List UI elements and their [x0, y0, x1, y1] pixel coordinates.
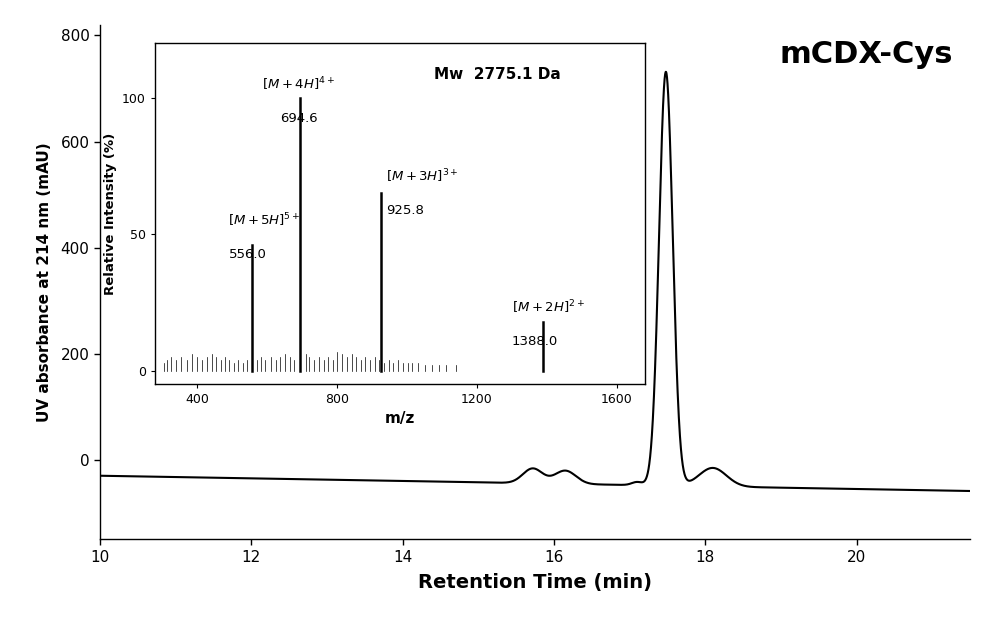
Text: Mw  2775.1 Da: Mw 2775.1 Da	[434, 67, 561, 82]
Text: 1388.0: 1388.0	[512, 335, 558, 348]
Text: $[M+4H]^{4+}$: $[M+4H]^{4+}$	[262, 75, 335, 92]
Text: 925.8: 925.8	[386, 205, 424, 218]
Text: $[M+3H]^{3+}$: $[M+3H]^{3+}$	[386, 168, 459, 185]
Y-axis label: UV absorbance at 214 nm (mAU): UV absorbance at 214 nm (mAU)	[37, 142, 52, 422]
Text: 694.6: 694.6	[280, 112, 317, 125]
Text: $[M+2H]^{2+}$: $[M+2H]^{2+}$	[512, 299, 585, 316]
Y-axis label: Relative Intensity (%): Relative Intensity (%)	[104, 133, 117, 295]
Text: mCDX-Cys: mCDX-Cys	[779, 40, 953, 69]
Text: $[M+5H]^{5+}$: $[M+5H]^{5+}$	[228, 211, 301, 229]
X-axis label: Retention Time (min): Retention Time (min)	[418, 573, 652, 592]
X-axis label: m/z: m/z	[385, 410, 415, 425]
Text: 556.0: 556.0	[228, 248, 266, 261]
